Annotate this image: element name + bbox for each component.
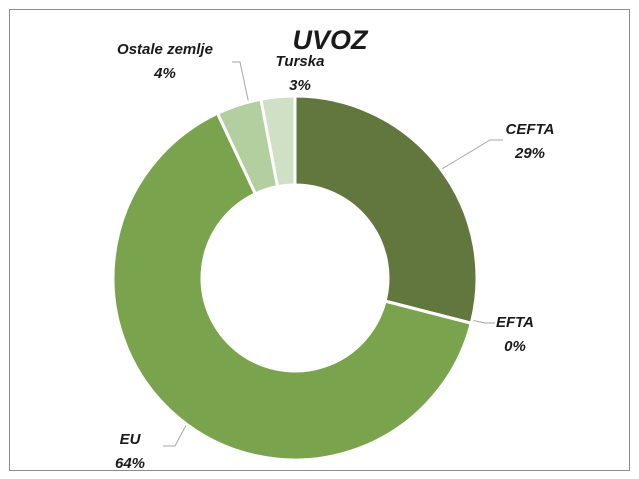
chart-title: UVOZ (292, 25, 369, 55)
slice-label: Ostale zemlje (117, 41, 213, 58)
slice (259, 94, 297, 189)
slice (293, 94, 479, 326)
slice (111, 111, 474, 462)
slice-value-label: 0% (504, 338, 526, 355)
slice-label: CEFTA (506, 121, 555, 138)
slice-value-label: 64% (115, 455, 145, 472)
slice-label: EU (120, 431, 142, 448)
slice-value-label: 4% (153, 65, 176, 82)
slice-label: EFTA (496, 314, 534, 331)
slice-value-label: 29% (514, 145, 545, 162)
slice-label: Turska (276, 53, 325, 70)
slice-value-label: 3% (289, 77, 311, 94)
